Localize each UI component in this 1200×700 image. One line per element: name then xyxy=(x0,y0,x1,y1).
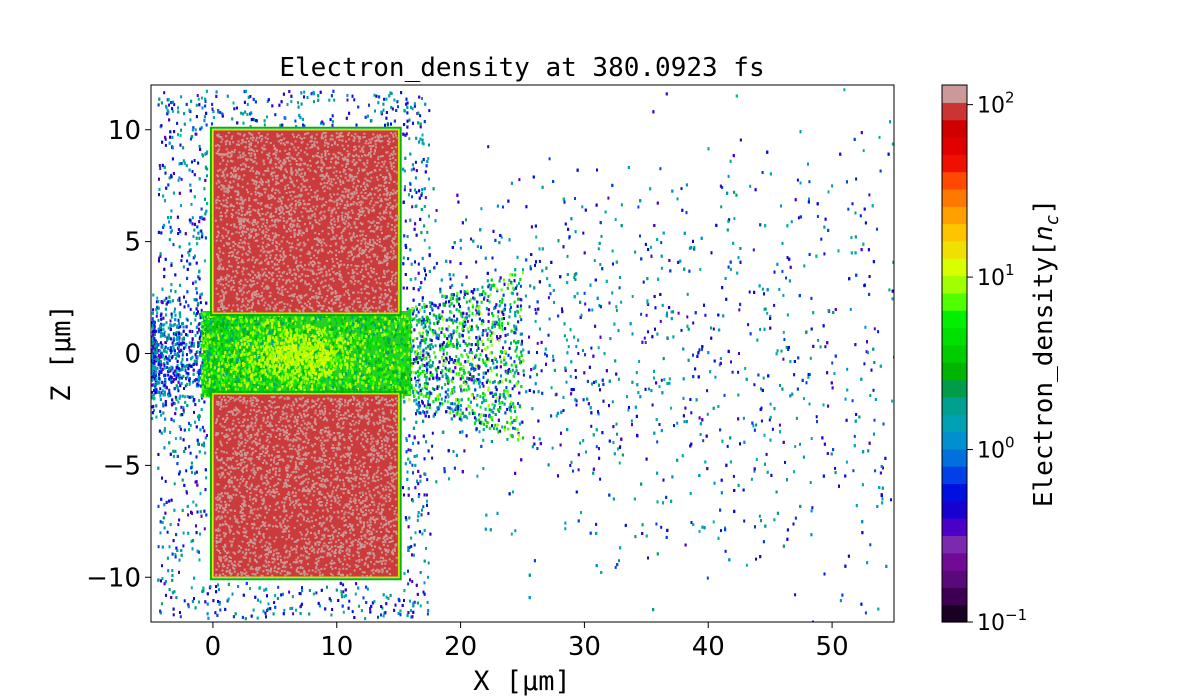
colorbar-tick-label: 102 xyxy=(977,89,1015,119)
colorbar-segment xyxy=(942,154,967,173)
y-tick-label: 10 xyxy=(108,116,141,146)
y-tick-label: 0 xyxy=(124,340,141,370)
x-tick-label: 10 xyxy=(320,632,353,662)
colorbar-label-main: Electron_density[ xyxy=(1029,241,1059,507)
colorbar-segment xyxy=(942,102,967,121)
colorbar-segment xyxy=(942,119,967,138)
colorbar-frame xyxy=(941,84,968,623)
colorbar: 10−1 100 101 102 Electron_density[nc] xyxy=(941,84,1063,636)
y-tick-label: 5 xyxy=(124,228,141,258)
upper-target-block xyxy=(209,126,402,317)
x-axis-label: X [μm] xyxy=(473,666,571,697)
colorbar-tick-label: 10−1 xyxy=(977,606,1027,636)
colorbar-segment xyxy=(942,258,967,277)
colorbar-tick-label: 101 xyxy=(977,261,1015,291)
colorbar-segment xyxy=(942,171,967,190)
colorbar-segment xyxy=(942,327,967,346)
colorbar-segment xyxy=(942,188,967,207)
colorbar-segment xyxy=(942,396,967,415)
colorbar-segment xyxy=(942,466,967,485)
lower-target-block xyxy=(209,390,402,581)
colorbar-segment xyxy=(942,136,967,155)
colorbar-segment xyxy=(942,500,967,519)
x-tick-label: 0 xyxy=(205,632,222,662)
colorbar-segment xyxy=(942,223,967,242)
y-tick-label: −5 xyxy=(103,451,141,481)
colorbar-segment xyxy=(942,85,967,103)
colorbar-segment xyxy=(942,570,967,588)
density-map xyxy=(151,88,894,622)
colorbar-segments xyxy=(942,85,967,623)
colorbar-segment xyxy=(942,206,967,225)
colorbar-label: Electron_density[nc] xyxy=(1029,199,1063,507)
x-tick-label: 40 xyxy=(692,632,725,662)
colorbar-label-sub: c xyxy=(1042,215,1063,226)
colorbar-tick-label: 100 xyxy=(977,434,1015,464)
colorbar-segment xyxy=(942,362,967,381)
colorbar-segment xyxy=(942,483,967,502)
colorbar-segment xyxy=(942,587,967,606)
plot-area xyxy=(150,84,895,623)
x-axis: 0 10 20 30 40 50 xyxy=(205,622,849,662)
colorbar-label-var: n xyxy=(1029,225,1059,241)
colorbar-segment xyxy=(942,344,967,363)
colorbar-label-end: ] xyxy=(1029,199,1059,215)
y-tick-label: −10 xyxy=(86,563,141,593)
colorbar-segment xyxy=(942,431,967,450)
colorbar-segment xyxy=(942,275,967,294)
colorbar-segment xyxy=(942,292,967,311)
colorbar-segment xyxy=(942,552,967,571)
colorbar-ticks: 10−1 100 101 102 xyxy=(967,89,1027,636)
chart-title: Electron_density at 380.0923 fs xyxy=(279,53,764,83)
colorbar-segment xyxy=(942,240,967,259)
y-axis: −10 −5 0 5 10 xyxy=(86,116,151,593)
colorbar-segment xyxy=(942,448,967,467)
colorbar-segment xyxy=(942,379,967,398)
x-tick-label: 30 xyxy=(568,632,601,662)
colorbar-segment xyxy=(942,604,967,623)
colorbar-segment xyxy=(942,535,967,554)
x-tick-label: 20 xyxy=(444,632,477,662)
colorbar-segment xyxy=(942,414,967,433)
x-tick-label: 50 xyxy=(816,632,849,662)
colorbar-segment xyxy=(942,518,967,536)
colorbar-segment xyxy=(942,310,967,329)
y-axis-label: Z [μm] xyxy=(46,304,77,402)
